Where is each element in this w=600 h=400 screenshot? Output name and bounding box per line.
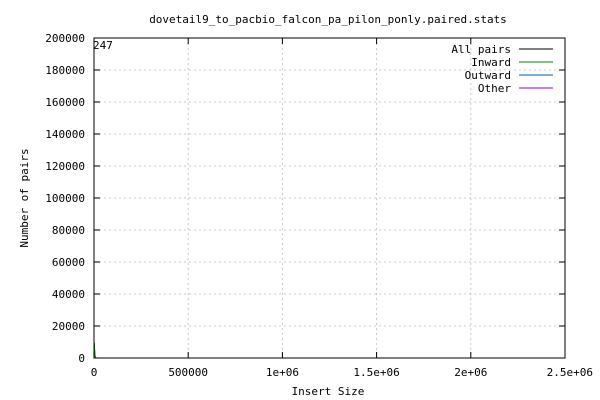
y-tick-label: 160000 <box>45 96 85 109</box>
x-tick-label: 2e+06 <box>454 366 487 379</box>
x-tick-label: 2.5e+06 <box>547 366 593 379</box>
y-tick-label: 80000 <box>52 224 85 237</box>
chart-title: dovetail9_to_pacbio_falcon_pa_pilon_ponl… <box>149 13 507 26</box>
x-tick-label: 500000 <box>168 366 208 379</box>
y-tick-label: 180000 <box>45 64 85 77</box>
axis-tick-labels: 0 20000 40000 60000 80000 100000 120000 140000 1… <box>45 32 593 379</box>
legend-label: All pairs <box>451 43 511 56</box>
y-tick-label: 20000 <box>52 320 85 333</box>
legend-label: Outward <box>465 69 511 82</box>
y-tick-label: 40000 <box>52 288 85 301</box>
y-tick-label: 200000 <box>45 32 85 45</box>
grid <box>94 38 565 358</box>
legend-label: Inward <box>471 56 511 69</box>
x-tick-label: 1.5e+06 <box>353 366 399 379</box>
x-tick-label: 1e+06 <box>266 366 299 379</box>
x-axis-label: Insert Size <box>292 385 365 398</box>
y-axis-label: Number of pairs <box>18 148 31 247</box>
y-tick-label: 100000 <box>45 192 85 205</box>
y-tick-label: 120000 <box>45 160 85 173</box>
y-tick-label: 60000 <box>52 256 85 269</box>
y-tick-label: 140000 <box>45 128 85 141</box>
annotation: 247 <box>93 39 113 52</box>
y-tick-label: 0 <box>78 352 85 365</box>
legend-label: Other <box>478 82 511 95</box>
axis-ticks <box>93 37 566 359</box>
x-tick-label: 0 <box>91 366 98 379</box>
